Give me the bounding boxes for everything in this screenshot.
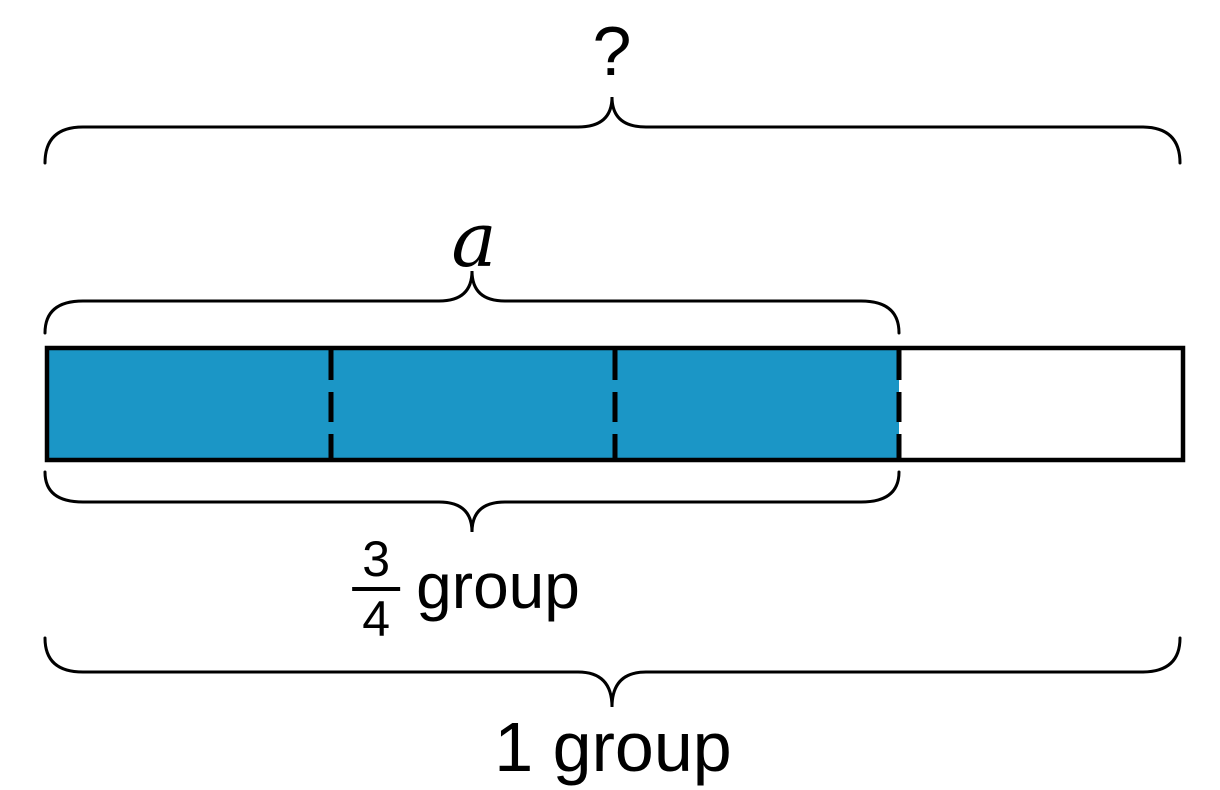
one-group-label: 1 group — [494, 708, 732, 786]
unknown-total-label: ? — [592, 12, 632, 90]
shaded-length-label: a — [451, 195, 497, 284]
fraction-denominator: 4 — [362, 591, 391, 647]
fraction-unit-label: group — [416, 550, 580, 622]
shaded-length-brace — [43, 270, 901, 335]
fraction-numerator: 3 — [362, 531, 391, 587]
unknown-total-brace — [43, 96, 1182, 165]
three-fourths-group-label: 3 4 group — [352, 534, 580, 644]
fraction-three-fourths: 3 4 — [352, 531, 401, 647]
fraction-bar — [352, 587, 401, 591]
three-fourths-group-brace — [43, 470, 901, 533]
one-group-brace — [43, 636, 1182, 708]
tape-bar-outline — [44, 345, 1186, 463]
shaded-region — [47, 348, 899, 460]
